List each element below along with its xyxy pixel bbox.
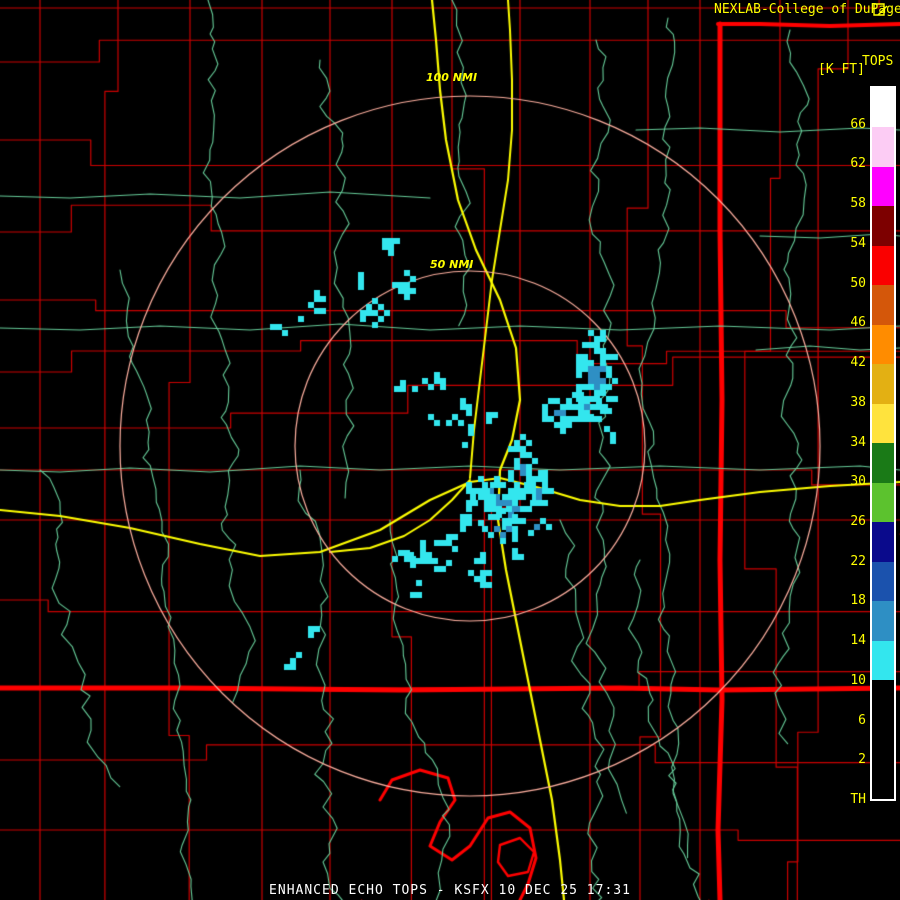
colorbar-band (872, 285, 894, 325)
colorbar-tick: 2 (858, 752, 866, 768)
colorbar-tick: 38 (850, 394, 866, 410)
colorbar-band (872, 482, 894, 523)
colorbar-tick: 62 (850, 156, 866, 172)
colorbar-tick: 46 (850, 315, 866, 331)
colorbar-band (872, 403, 894, 444)
colorbar-band (872, 601, 894, 641)
colorbar-band (872, 245, 894, 286)
product-caption: ENHANCED ECHO TOPS - KSFX 10 DEC 25 17:3… (269, 883, 631, 898)
colorbar-tick: 14 (850, 633, 866, 649)
colorbar-band (872, 522, 894, 562)
colorbar-band (872, 640, 894, 681)
colorbar-band (872, 561, 894, 602)
colorbar-band (872, 166, 894, 207)
range-ring-label-50: 50 NMI (430, 258, 474, 271)
colorbar-tick: 42 (850, 355, 866, 371)
colorbar-tick: 66 (850, 116, 866, 132)
colorbar-title: TOPS (862, 54, 894, 69)
colorbar-tick: 26 (850, 513, 866, 529)
colorbar-band (872, 206, 894, 246)
colorbar-band (872, 364, 894, 404)
colorbar-band (872, 719, 894, 760)
colorbar-unit-label: [K FT] (818, 62, 865, 77)
colorbar-band (872, 443, 894, 483)
colorbar-tick: 18 (850, 593, 866, 609)
colorbar-tick: 54 (850, 235, 866, 251)
colorbar-tick: 22 (850, 553, 866, 569)
colorbar-tick: 50 (850, 275, 866, 291)
colorbar-tick: 30 (850, 474, 866, 490)
colorbar-tick: TH (850, 792, 866, 807)
colorbar-tick: 10 (850, 672, 866, 688)
cod-logo-icon (873, 3, 888, 16)
colorbar (870, 86, 896, 801)
colorbar-band (872, 759, 894, 799)
colorbar-tick: 6 (858, 712, 866, 728)
colorbar-band (872, 324, 894, 365)
range-ring-label-100: 100 NMI (426, 71, 478, 84)
header-source-label: NEXLAB-College of DuPage (714, 2, 900, 17)
colorbar-band (872, 88, 894, 128)
colorbar-tick: 34 (850, 434, 866, 450)
colorbar-band (872, 127, 894, 167)
colorbar-tick: 58 (850, 196, 866, 212)
colorbar-band (872, 680, 894, 720)
